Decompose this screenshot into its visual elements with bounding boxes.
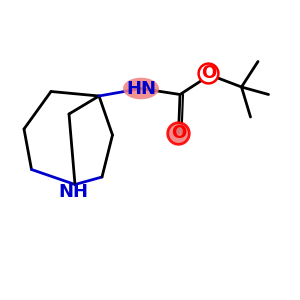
Text: O: O: [171, 124, 186, 142]
Text: O: O: [201, 64, 216, 82]
Ellipse shape: [123, 78, 159, 99]
Ellipse shape: [168, 123, 189, 144]
Text: HN: HN: [126, 80, 156, 98]
Text: NH: NH: [58, 183, 88, 201]
